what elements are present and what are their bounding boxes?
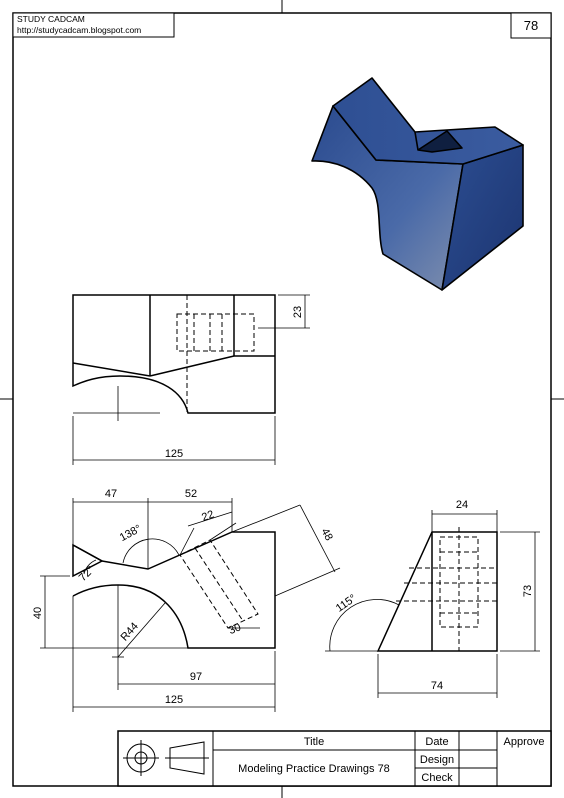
approve-label: Approve xyxy=(504,736,545,748)
site-name: STUDY CADCAM xyxy=(17,14,85,24)
dim-top-width: 125 xyxy=(165,448,183,460)
sheet-number: 78 xyxy=(524,18,538,33)
dim-left-height: 40 xyxy=(32,607,44,619)
dim-top-height: 23 xyxy=(292,306,304,318)
dim-left-angle: 72° xyxy=(77,564,97,584)
dim-radius: R44 xyxy=(119,620,141,643)
dim-side-base: 74 xyxy=(431,680,443,692)
title-header: Title xyxy=(304,736,324,748)
dim-side-angle: 115° xyxy=(334,592,359,614)
dim-side-top: 24 xyxy=(456,499,468,511)
title-block xyxy=(118,731,551,786)
dim-front-total: 125 xyxy=(165,694,183,706)
dim-slot-length: 48 xyxy=(318,526,334,542)
header-box: STUDY CADCAM http://studycadcam.blogspot… xyxy=(13,13,551,38)
dim-v-angle: 138° xyxy=(118,523,144,544)
dim-slot-depth: 30 xyxy=(227,621,243,637)
site-url: http://studycadcam.blogspot.com xyxy=(17,25,141,35)
date-label: Date xyxy=(425,736,448,748)
side-view xyxy=(325,510,540,698)
design-label: Design xyxy=(420,754,454,766)
title-value: Modeling Practice Drawings 78 xyxy=(238,763,390,775)
dim-slot-width: 22 xyxy=(200,508,216,523)
isometric-solid xyxy=(312,78,523,290)
dim-front-mid: 52 xyxy=(185,488,197,500)
top-view xyxy=(73,295,310,465)
dim-base-partial: 97 xyxy=(190,671,202,683)
dim-front-left: 47 xyxy=(105,488,117,500)
check-label: Check xyxy=(421,772,453,784)
dim-side-height: 73 xyxy=(522,585,534,597)
